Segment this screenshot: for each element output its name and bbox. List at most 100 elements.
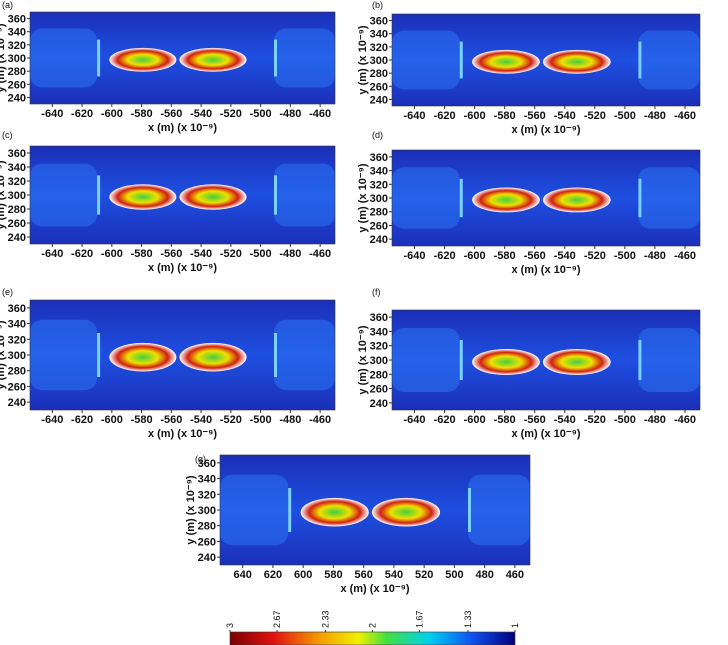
y-tick-label: 300: [370, 193, 388, 205]
right-electrode: [274, 163, 335, 227]
right-lobe: [542, 349, 611, 375]
x-tick-label: -640: [404, 110, 426, 122]
panel-label: (e): [2, 287, 13, 297]
x-tick-label: -540: [554, 414, 576, 426]
y-tick-label: 340: [8, 27, 26, 39]
panel-label: (d): [372, 130, 383, 140]
right-edge: [274, 333, 277, 377]
x-tick-label: -520: [584, 110, 606, 122]
right-lobe: [371, 497, 441, 527]
y-tick-label: 280: [8, 66, 26, 78]
x-tick-label: -620: [71, 108, 93, 120]
y-tick-label: 320: [8, 176, 26, 188]
x-tick-label: -580: [131, 248, 153, 260]
x-tick-label: -620: [71, 248, 93, 260]
y-tick-label: 300: [370, 355, 388, 367]
x-tick-label: -560: [524, 250, 546, 262]
y-tick-label: 240: [370, 398, 388, 410]
x-tick-label: 500: [445, 569, 463, 581]
y-tick-label: 340: [370, 326, 388, 338]
right-lobe: [179, 184, 247, 210]
x-tick-label: -560: [160, 414, 182, 426]
colorbar-tick-label: 2.67: [272, 610, 282, 628]
panel-label: (a): [2, 0, 13, 10]
x-tick-label: -560: [160, 248, 182, 260]
x-axis-label: x (m) (x 10⁻⁹): [148, 262, 217, 274]
right-edge: [274, 39, 277, 77]
y-tick-label: 260: [370, 384, 388, 396]
y-tick-label: 240: [370, 94, 388, 106]
x-tick-label: -580: [131, 108, 153, 120]
right-lobe: [542, 187, 611, 213]
y-tick-label: 320: [8, 334, 26, 346]
y-tick-label: 260: [8, 218, 26, 230]
x-tick-label: -500: [614, 250, 636, 262]
right-lobe: [179, 47, 247, 72]
x-tick-label: -600: [464, 250, 486, 262]
panel-label: (c): [2, 130, 13, 140]
right-lobe: [179, 342, 247, 372]
y-tick-label: 320: [370, 179, 388, 191]
x-tick-label: -620: [434, 110, 456, 122]
x-tick-label: -560: [160, 108, 182, 120]
colorbar-tick-label: 3: [225, 623, 235, 628]
x-tick-label: -540: [190, 108, 212, 120]
left-electrode: [392, 167, 460, 229]
x-tick-label: 480: [475, 569, 493, 581]
x-tick-label: -580: [494, 414, 516, 426]
left-edge: [97, 175, 101, 215]
left-electrode: [30, 163, 98, 227]
x-axis-label: x (m) (x 10⁻⁹): [148, 122, 217, 134]
right-edge: [638, 178, 642, 218]
y-tick-label: 300: [370, 55, 388, 67]
x-axis-label: x (m) (x 10⁻⁹): [511, 124, 580, 136]
x-tick-label: -500: [614, 414, 636, 426]
x-tick-label: -460: [674, 414, 696, 426]
left-electrode: [392, 328, 460, 392]
y-tick-label: 300: [198, 505, 216, 517]
x-tick-label: -560: [524, 110, 546, 122]
x-tick-label: -600: [464, 110, 486, 122]
y-axis-label: y (m) (x 10⁻⁹): [0, 320, 7, 389]
y-tick-label: 340: [8, 319, 26, 331]
right-electrode: [468, 474, 530, 546]
y-tick-label: 340: [8, 162, 26, 174]
x-tick-label: -520: [584, 250, 606, 262]
y-tick-label: 360: [370, 152, 388, 164]
x-tick-label: -540: [554, 250, 576, 262]
x-tick-label: -640: [41, 248, 63, 260]
left-electrode: [30, 319, 98, 391]
x-tick-label: -600: [101, 248, 123, 260]
y-tick-label: 300: [8, 53, 26, 65]
x-axis-label: x (m) (x 10⁻⁹): [511, 428, 580, 440]
left-lobe: [109, 47, 177, 72]
y-tick-label: 360: [8, 14, 26, 26]
right-lobe: [542, 49, 611, 74]
y-tick-label: 340: [370, 29, 388, 41]
left-edge: [459, 340, 463, 380]
y-tick-label: 340: [370, 166, 388, 178]
left-electrode: [392, 30, 460, 90]
y-tick-label: 260: [370, 81, 388, 93]
y-tick-label: 280: [370, 369, 388, 381]
colorbar-tick-label: 2: [368, 623, 378, 628]
x-axis-label: x (m) (x 10⁻⁹): [148, 428, 217, 440]
y-tick-label: 260: [370, 220, 388, 232]
x-tick-label: -500: [250, 248, 272, 260]
x-axis-label: x (m) (x 10⁻⁹): [340, 583, 409, 595]
right-electrode: [274, 319, 335, 391]
left-edge: [97, 39, 101, 77]
y-tick-label: 280: [8, 204, 26, 216]
x-tick-label: -480: [279, 108, 301, 120]
x-tick-label: -500: [250, 414, 272, 426]
y-tick-label: 320: [198, 489, 216, 501]
x-tick-label: -480: [644, 110, 666, 122]
x-tick-label: -460: [309, 108, 331, 120]
y-axis-label: y (m) (x 10⁻⁹): [357, 163, 369, 232]
x-tick-label: -640: [41, 414, 63, 426]
x-tick-label: 620: [264, 569, 282, 581]
x-tick-label: -540: [190, 248, 212, 260]
left-edge: [288, 488, 292, 532]
x-tick-label: -520: [584, 414, 606, 426]
